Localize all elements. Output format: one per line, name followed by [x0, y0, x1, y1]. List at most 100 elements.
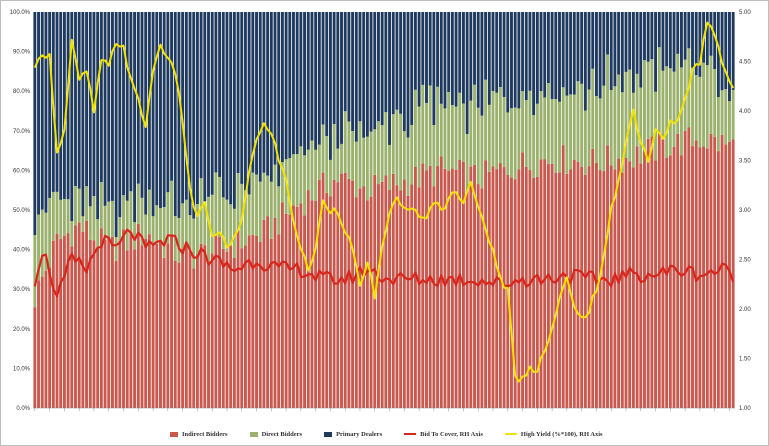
- bar-indirect-bidders: [136, 223, 140, 408]
- bar-indirect-bidders: [273, 217, 277, 408]
- bar-direct-bidders: [255, 174, 258, 236]
- bar-primary-dealers: [484, 12, 488, 80]
- bar-direct-bidders: [480, 115, 484, 189]
- bar-direct-bidders: [583, 110, 587, 175]
- bar-primary-dealers: [48, 12, 52, 198]
- bar-indirect-bidders: [62, 235, 66, 408]
- bar-direct-bidders: [192, 218, 196, 269]
- bar-primary-dealers: [572, 12, 576, 95]
- bar-indirect-bidders: [639, 163, 643, 408]
- bar-indirect-bidders: [532, 177, 536, 408]
- bar-indirect-bidders: [439, 156, 443, 408]
- bar-direct-bidders: [587, 89, 591, 167]
- bar-indirect-bidders: [40, 276, 44, 408]
- bar-direct-bidders: [51, 191, 55, 241]
- bar-primary-dealers: [44, 12, 48, 213]
- bar-primary-dealers: [602, 12, 606, 86]
- bar-indirect-bidders: [731, 139, 735, 409]
- bar-indirect-bidders: [421, 163, 425, 408]
- bar-indirect-bidders: [365, 200, 369, 408]
- bar-direct-bidders: [133, 222, 137, 250]
- bar-primary-dealers: [458, 12, 462, 93]
- bar-direct-bidders: [458, 92, 462, 160]
- bar-direct-bidders: [388, 144, 391, 190]
- left-tick-label: 60.0%: [13, 168, 31, 174]
- bar-primary-dealers: [262, 12, 266, 173]
- bar-direct-bidders: [103, 205, 107, 240]
- bar-primary-dealers: [173, 12, 177, 216]
- bar-direct-bidders: [144, 214, 148, 239]
- bar-indirect-bidders: [480, 188, 484, 408]
- bar-direct-bidders: [232, 208, 236, 258]
- bar-direct-bidders: [724, 89, 728, 145]
- bar-primary-dealers: [650, 12, 654, 60]
- bar-direct-bidders: [85, 186, 89, 221]
- bar-primary-dealers: [244, 12, 247, 191]
- bar-indirect-bidders: [495, 169, 499, 408]
- bar-direct-bidders: [314, 149, 318, 201]
- bar-direct-bidders: [476, 107, 480, 185]
- bar-primary-dealers: [203, 12, 207, 202]
- bar-indirect-bidders: [628, 161, 632, 408]
- bar-indirect-bidders: [144, 238, 148, 408]
- bar-indirect-bidders: [118, 240, 122, 408]
- bar-direct-bidders: [428, 85, 432, 166]
- bar-indirect-bidders: [166, 243, 170, 408]
- bar-primary-dealers: [524, 12, 528, 101]
- bar-primary-dealers: [155, 12, 159, 206]
- bar-indirect-bidders: [654, 160, 657, 408]
- x-axis-ticks: [33, 407, 735, 411]
- bar-indirect-bidders: [498, 163, 502, 408]
- bar-direct-bidders: [129, 191, 133, 232]
- bar-indirect-bidders: [232, 257, 236, 408]
- bar-primary-dealers: [491, 12, 495, 91]
- bar-primary-dealers: [716, 12, 720, 98]
- bar-direct-bidders: [170, 180, 173, 236]
- bar-primary-dealers: [122, 12, 125, 196]
- bar-indirect-bidders: [255, 235, 258, 408]
- bar-primary-dealers: [395, 12, 399, 110]
- bar-primary-dealers: [683, 12, 687, 60]
- bar-direct-bidders: [399, 113, 403, 191]
- bar-primary-dealers: [273, 12, 277, 165]
- bar-indirect-bidders: [672, 146, 676, 408]
- bar-direct-bidders: [395, 109, 399, 186]
- bar-indirect-bidders: [513, 179, 517, 408]
- bar-primary-dealers: [140, 12, 144, 198]
- bar-direct-bidders: [188, 215, 192, 252]
- bar-direct-bidders: [672, 71, 676, 147]
- legend-item-indirect-bidders: Indirect Bidders: [170, 431, 228, 438]
- bar-indirect-bidders: [147, 234, 151, 408]
- bar-direct-bidders: [251, 172, 255, 235]
- bar-direct-bidders: [417, 106, 421, 188]
- bar-primary-dealers: [413, 12, 417, 90]
- bar-indirect-bidders: [155, 243, 159, 408]
- bar-direct-bidders: [310, 140, 314, 201]
- bar-primary-dealers: [521, 12, 524, 92]
- bar-direct-bidders: [140, 197, 144, 246]
- bar-indirect-bidders: [517, 169, 521, 408]
- bar-direct-bidders: [591, 68, 595, 149]
- bar-indirect-bidders: [583, 174, 587, 408]
- bar-direct-bidders: [273, 164, 277, 218]
- bar-direct-bidders: [550, 99, 554, 164]
- bar-indirect-bidders: [705, 148, 709, 408]
- bar-direct-bidders: [210, 194, 214, 254]
- bar-indirect-bidders: [288, 214, 292, 408]
- bar-indirect-bidders: [262, 219, 266, 408]
- bar-direct-bidders: [558, 101, 561, 173]
- bar-indirect-bidders: [395, 185, 399, 408]
- bar-primary-dealers: [177, 12, 181, 218]
- bar-direct-bidders: [713, 69, 717, 138]
- bar-indirect-bidders: [428, 165, 432, 408]
- bar-indirect-bidders: [661, 139, 665, 408]
- bar-indirect-bidders: [321, 172, 325, 408]
- left-tick-label: 0.0%: [16, 406, 30, 412]
- bar-indirect-bidders: [192, 268, 196, 408]
- bar-direct-bidders: [513, 107, 517, 180]
- bar-direct-bidders: [44, 212, 48, 271]
- bar-indirect-bidders: [691, 146, 694, 409]
- bar-indirect-bidders: [343, 172, 347, 408]
- bar-indirect-bidders: [332, 179, 336, 408]
- bar-direct-bidders: [159, 207, 162, 242]
